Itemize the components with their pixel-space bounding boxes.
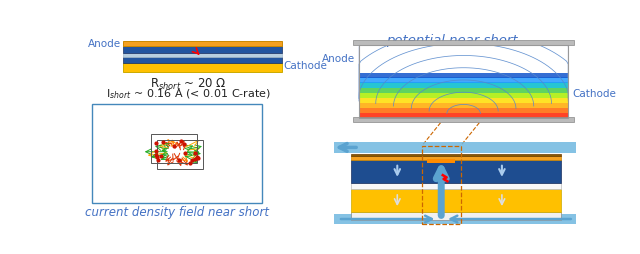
Text: I$_{short}$ ~ 0.16 A (< 0.01 C-rate): I$_{short}$ ~ 0.16 A (< 0.01 C-rate): [106, 87, 271, 101]
Text: R$_{short}$ ~ 20 Ω: R$_{short}$ ~ 20 Ω: [150, 77, 227, 92]
Bar: [359, 93, 568, 99]
Bar: [359, 73, 568, 78]
Text: Anode: Anode: [88, 39, 121, 49]
Text: Anode: Anode: [322, 54, 355, 64]
Text: potential near short: potential near short: [386, 34, 518, 46]
Bar: [123, 64, 282, 73]
Bar: [359, 46, 568, 119]
Bar: [353, 118, 575, 122]
Bar: [428, 159, 455, 164]
Bar: [353, 40, 575, 46]
Bar: [351, 160, 561, 183]
Bar: [123, 42, 282, 46]
Bar: [351, 183, 561, 189]
Bar: [351, 212, 561, 220]
Bar: [351, 189, 561, 212]
Bar: [351, 157, 561, 160]
Bar: [123, 54, 282, 57]
Bar: [422, 146, 461, 224]
Bar: [334, 142, 577, 153]
Bar: [359, 46, 568, 73]
Bar: [334, 214, 577, 225]
Bar: [359, 108, 568, 114]
Bar: [123, 57, 282, 64]
Bar: [123, 46, 282, 54]
Bar: [359, 78, 568, 84]
Bar: [92, 105, 262, 203]
Bar: [359, 103, 568, 109]
Bar: [359, 88, 568, 93]
Bar: [359, 113, 568, 119]
Bar: [359, 98, 568, 104]
Bar: [157, 140, 204, 170]
Text: current density field near short: current density field near short: [85, 205, 269, 218]
Text: Cathode: Cathode: [284, 60, 328, 70]
Bar: [359, 83, 568, 89]
Text: Cathode: Cathode: [572, 88, 616, 98]
Bar: [351, 154, 561, 157]
Bar: [150, 134, 197, 164]
